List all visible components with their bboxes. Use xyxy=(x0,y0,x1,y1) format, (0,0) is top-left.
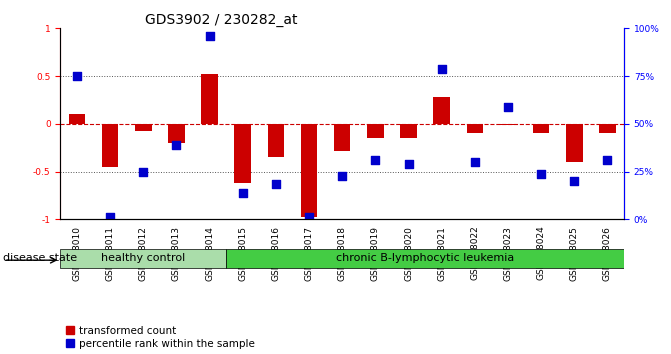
Bar xyxy=(400,124,417,138)
Bar xyxy=(334,124,350,151)
Point xyxy=(238,190,248,195)
Point xyxy=(602,158,613,163)
Point xyxy=(337,173,348,179)
Bar xyxy=(301,124,317,217)
Text: disease state: disease state xyxy=(3,253,77,263)
Text: GDS3902 / 230282_at: GDS3902 / 230282_at xyxy=(145,13,297,27)
Bar xyxy=(135,124,152,131)
Bar xyxy=(234,124,251,183)
Bar xyxy=(168,124,185,143)
Point xyxy=(370,158,380,163)
Point xyxy=(470,159,480,165)
Point xyxy=(171,142,182,148)
Point xyxy=(569,178,580,184)
Point xyxy=(72,73,83,79)
Bar xyxy=(60,249,226,268)
Point xyxy=(535,171,546,176)
Bar xyxy=(566,124,582,162)
Bar xyxy=(433,97,450,124)
Bar xyxy=(367,124,384,138)
Point xyxy=(105,214,115,219)
Bar xyxy=(102,124,118,167)
Text: chronic B-lymphocytic leukemia: chronic B-lymphocytic leukemia xyxy=(336,253,514,263)
Bar xyxy=(500,124,516,125)
Point xyxy=(204,33,215,39)
Bar xyxy=(533,124,550,133)
Point xyxy=(270,181,281,187)
Point xyxy=(403,161,414,167)
Bar xyxy=(201,74,218,124)
Point xyxy=(503,104,513,109)
Legend: transformed count, percentile rank within the sample: transformed count, percentile rank withi… xyxy=(66,326,255,349)
Bar xyxy=(68,114,85,124)
Point xyxy=(436,67,447,72)
Bar xyxy=(599,124,616,133)
Bar xyxy=(466,124,483,133)
Bar xyxy=(226,249,624,268)
Text: healthy control: healthy control xyxy=(101,253,185,263)
Point xyxy=(304,214,315,219)
Bar xyxy=(268,124,285,157)
Point xyxy=(138,169,149,175)
